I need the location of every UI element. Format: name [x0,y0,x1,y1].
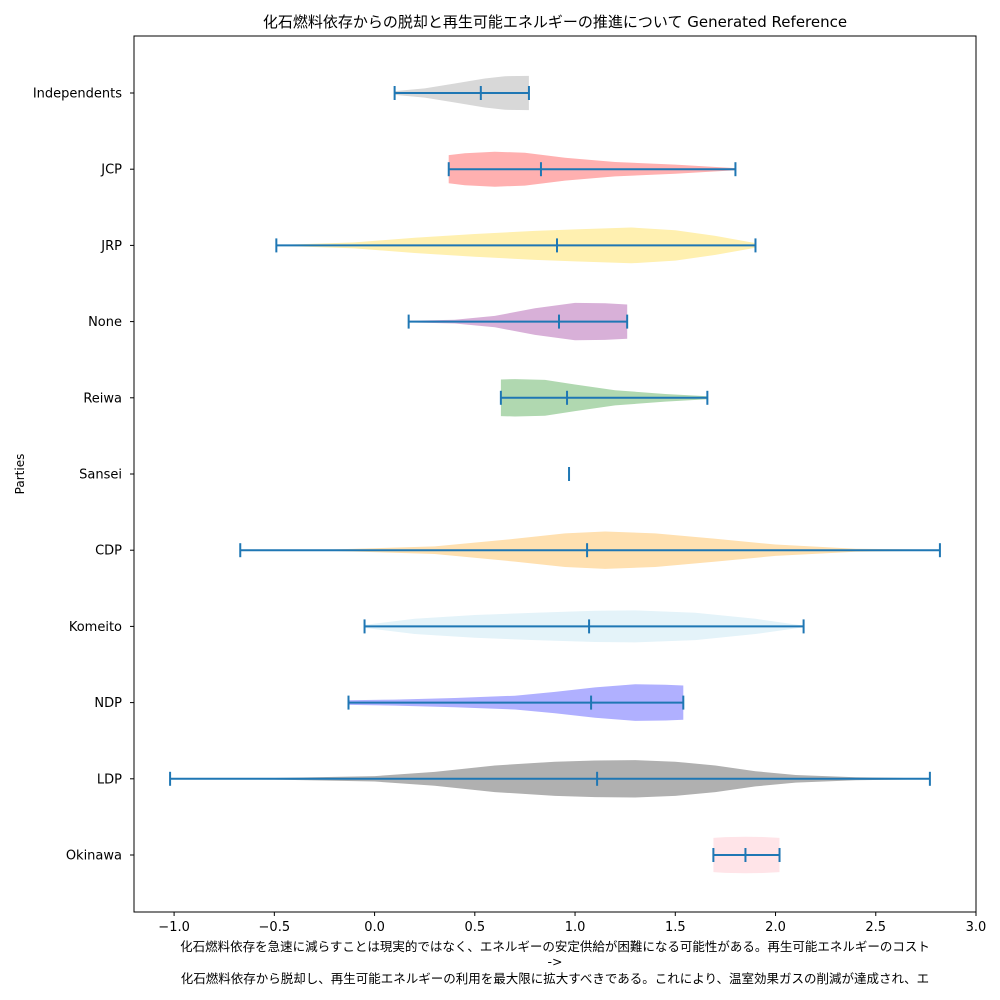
y-tick-label-ndp: NDP [94,696,122,711]
stat-lines-group [169,86,941,862]
x-tick-label: 2.0 [765,920,786,935]
y-axis-ticks: Okinawa LDP NDP Komeito CDP Sansei Reiwa None JR… [33,87,134,864]
x-tick-label: −1.0 [158,920,190,935]
x-tick-label: 0.0 [364,920,385,935]
x-axis-ticks: −1.0 −0.5 0.0 0.5 1.0 1.5 2.0 2.5 3.0 [158,912,986,935]
chart-title: 化石燃料依存からの脱却と再生可能エネルギーの推進について Generated R… [263,13,847,31]
y-tick-label-none: None [88,315,122,330]
x-tick-label: 3.0 [966,920,987,935]
x-axis-label-line-2: -> [548,954,563,969]
y-tick-label-independents: Independents [33,87,122,102]
y-axis-label: Parties [13,454,27,495]
y-tick-label-jcp: JCP [100,163,122,178]
x-tick-label: 0.5 [464,920,485,935]
y-tick-label-jrp: JRP [100,239,122,254]
x-tick-label: 1.5 [665,920,686,935]
x-tick-label: 2.5 [865,920,886,935]
y-tick-label-komeito: Komeito [69,620,122,635]
x-axis-label-line-1: 化石燃料依存を急速に減らすことは現実的ではなく、エネルギーの安定供給が困難になる… [180,939,930,954]
y-tick-label-reiwa: Reiwa [83,391,122,406]
y-tick-label-cdp: CDP [95,544,122,559]
y-tick-label-sansei: Sansei [79,468,122,483]
x-tick-label: 1.0 [565,920,586,935]
x-tick-label: −0.5 [259,920,291,935]
x-axis-label-line-3: 化石燃料依存から脱却し、再生可能エネルギーの利用を最大限に拡大すべきである。これ… [181,971,929,986]
y-tick-label-okinawa: Okinawa [66,849,122,864]
y-tick-label-ldp: LDP [97,772,122,787]
